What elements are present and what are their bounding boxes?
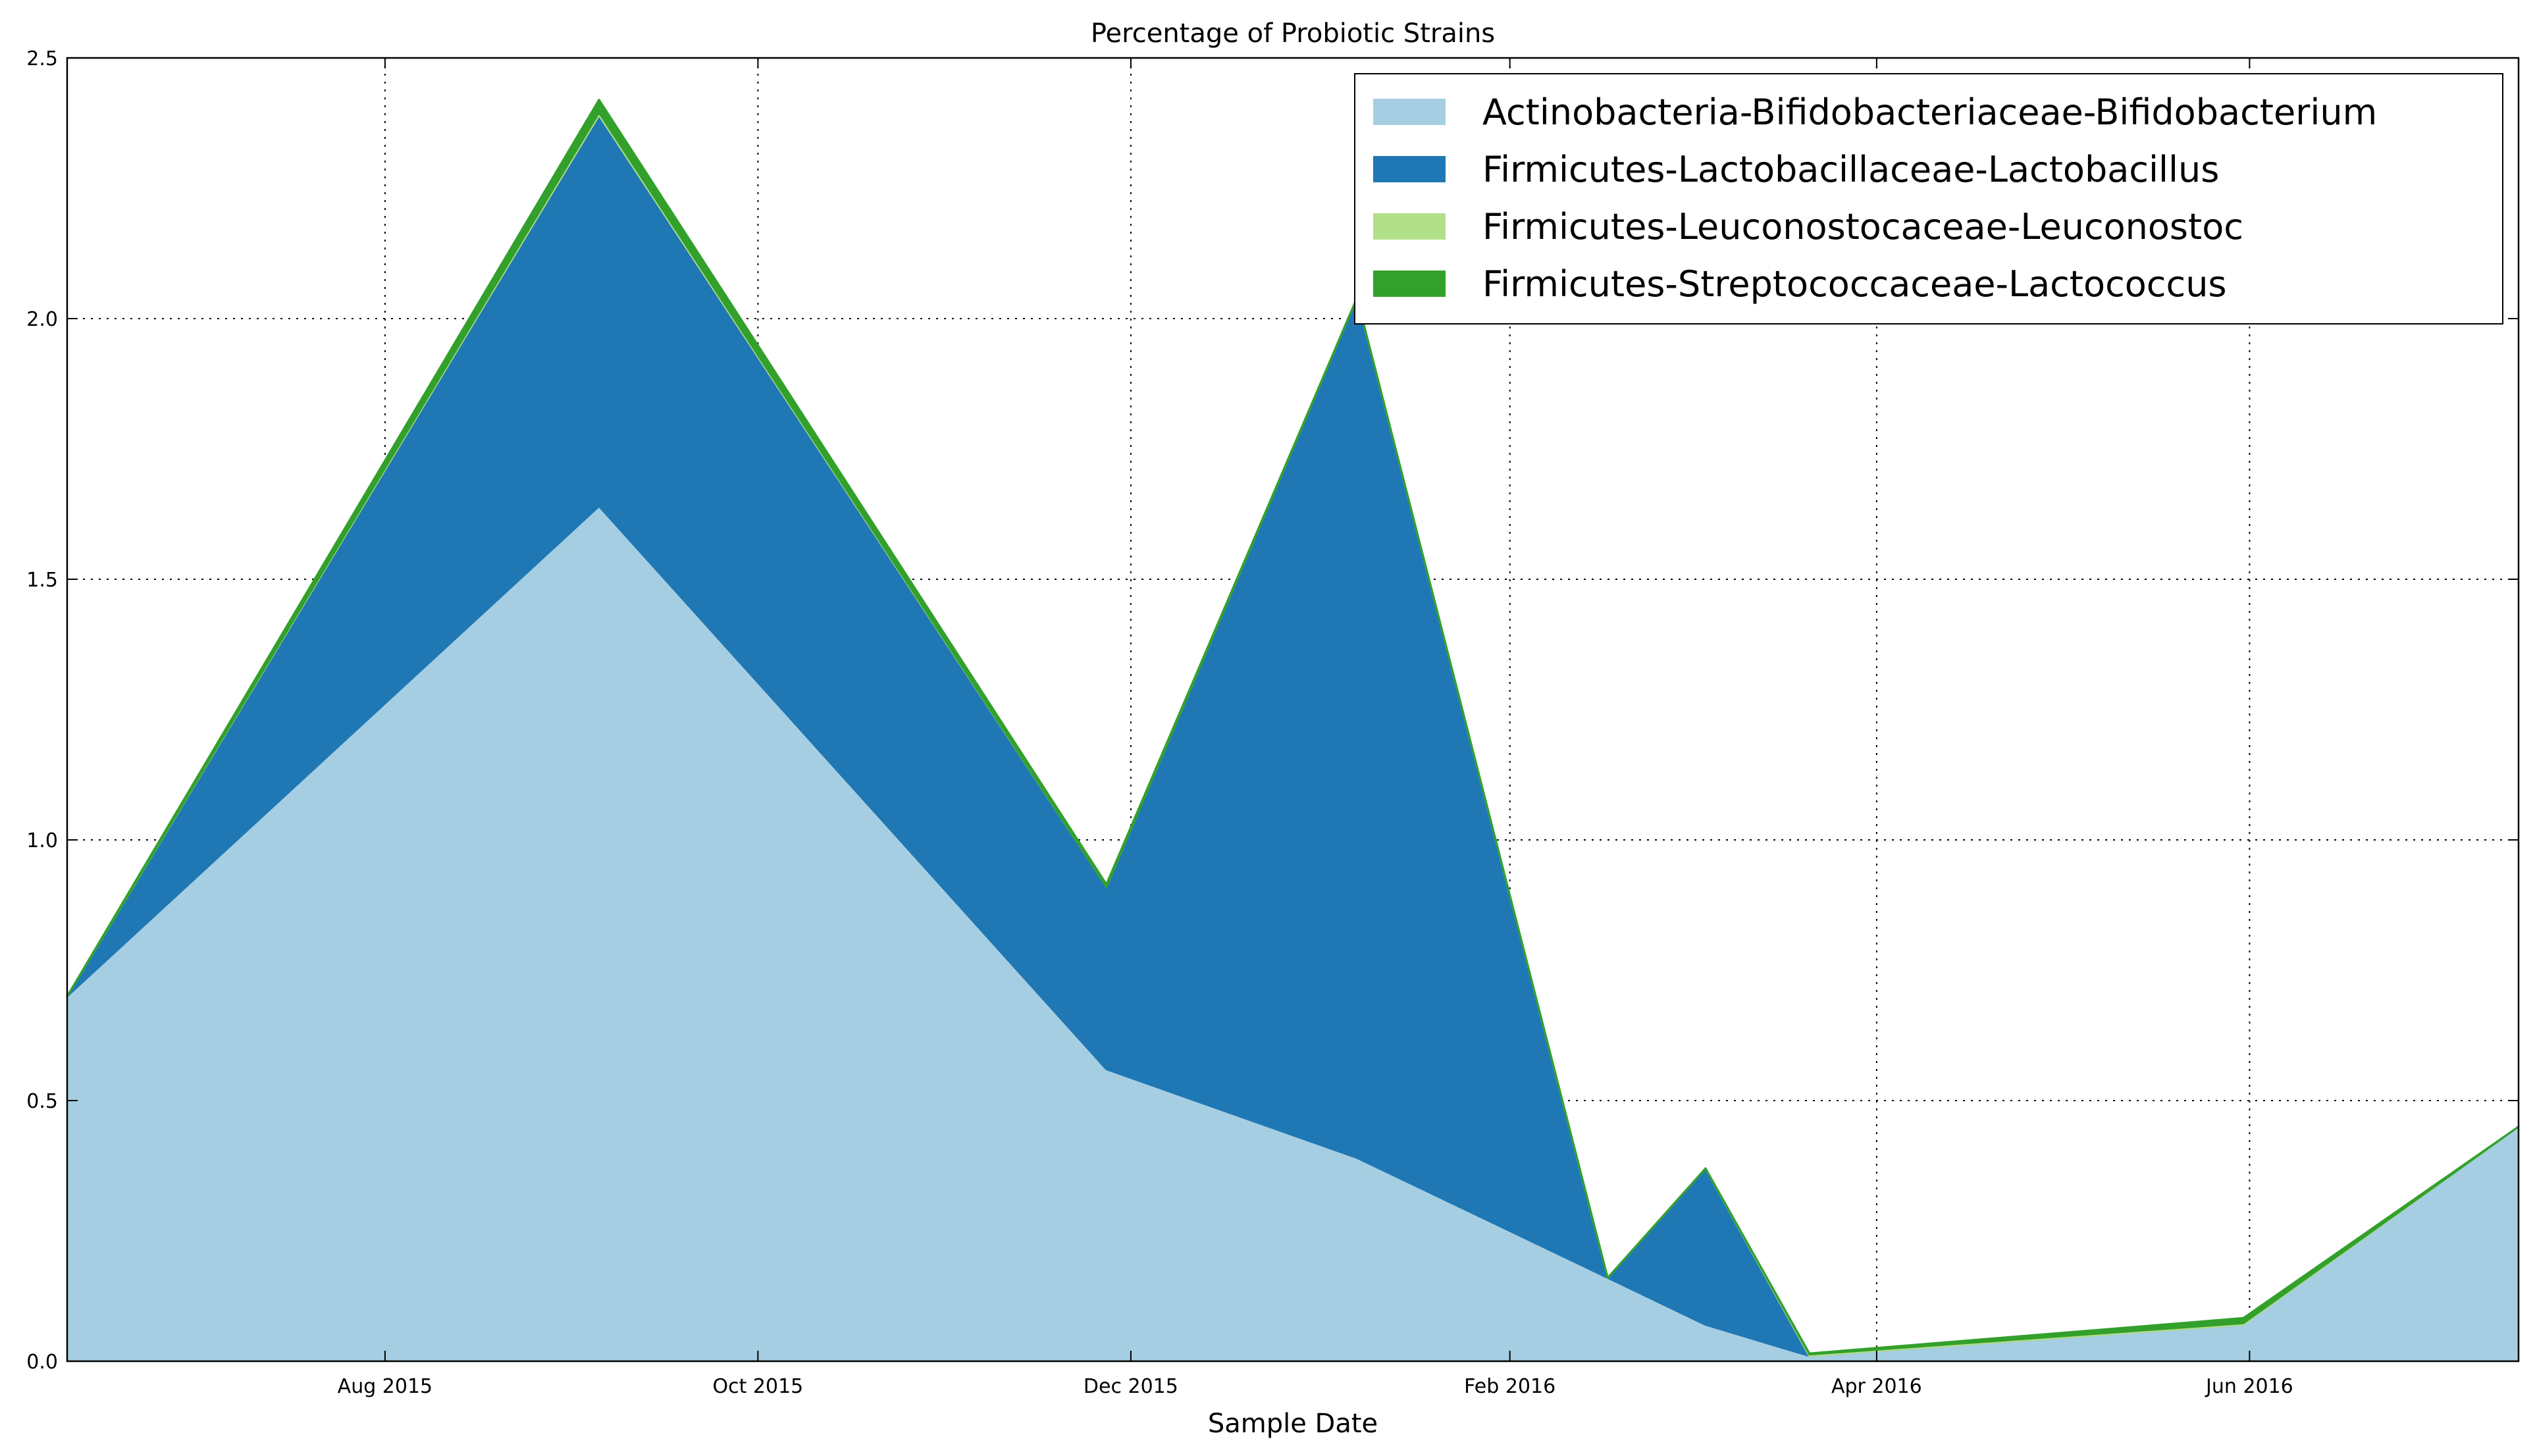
x-tick-label: Jun 2016 xyxy=(2205,1375,2293,1398)
axis-ticks: Aug 2015 Oct 2015 Dec 2015 Feb 2016 Apr 2016… xyxy=(26,47,2519,1398)
x-tick-label: Aug 2015 xyxy=(338,1375,432,1398)
y-tick-label: 2.0 xyxy=(26,308,58,331)
x-tick-label: Dec 2015 xyxy=(1084,1375,1178,1398)
legend: Actinobacteria-Bifidobacteriaceae-Bifido… xyxy=(1354,73,2503,325)
y-tick-label: 1.0 xyxy=(26,829,58,852)
legend-label: Firmicutes-Streptococcaceae-Lactococcus xyxy=(1482,263,2227,305)
legend-swatch xyxy=(1373,99,1446,125)
x-tick-label: Apr 2016 xyxy=(1831,1375,1922,1398)
legend-items: Actinobacteria-Bifidobacteriaceae-Bifido… xyxy=(1373,91,2377,305)
legend-label: Firmicutes-Leuconostocaceae-Leuconostoc xyxy=(1482,206,2243,247)
legend-label: Firmicutes-Lactobacillaceae-Lactobacillu… xyxy=(1482,149,2219,190)
legend-label: Actinobacteria-Bifidobacteriaceae-Bifido… xyxy=(1482,91,2377,133)
plot-frame xyxy=(66,57,2520,1363)
y-tick-label: 2.5 xyxy=(26,47,58,70)
chart-title: Percentage of Probiotic Strains xyxy=(1091,18,1495,49)
legend-swatch xyxy=(1373,213,1446,240)
x-tick-label: Feb 2016 xyxy=(1464,1375,1555,1398)
x-tick-label: Oct 2015 xyxy=(713,1375,804,1398)
x-axis-title: Sample Date xyxy=(1208,1409,1378,1439)
legend-box xyxy=(1354,73,2503,325)
legend-swatch xyxy=(1373,271,1446,297)
y-tick-label: 1.5 xyxy=(26,569,58,592)
y-tick-label: 0.5 xyxy=(26,1090,58,1113)
legend-swatch xyxy=(1373,156,1446,182)
y-tick-label: 0.0 xyxy=(26,1351,58,1374)
